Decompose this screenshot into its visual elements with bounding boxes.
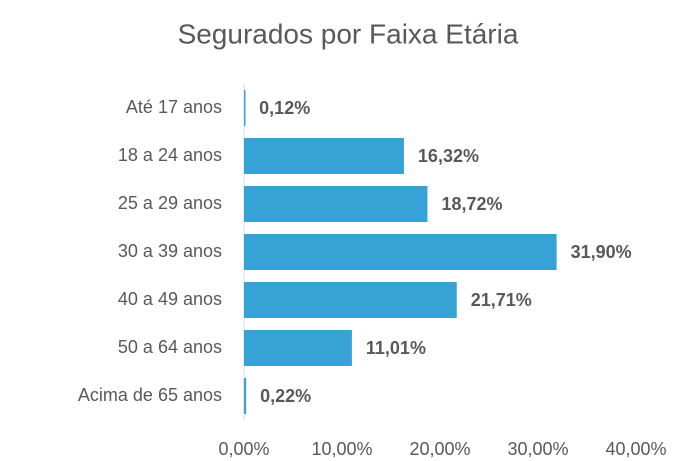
y-tick-label: 18 a 24 anos: [118, 145, 222, 165]
x-tick-label: 30,00%: [507, 439, 568, 459]
value-label: 31,90%: [571, 242, 632, 262]
value-label: 16,32%: [418, 146, 479, 166]
x-tick-label: 10,00%: [311, 439, 372, 459]
x-tick-label: 20,00%: [409, 439, 470, 459]
y-tick-label: 30 a 39 anos: [118, 241, 222, 261]
y-tick-label: Até 17 anos: [126, 97, 222, 117]
value-label: 11,01%: [366, 338, 426, 358]
x-tick-label: 0,00%: [218, 439, 269, 459]
y-tick-label: 25 a 29 anos: [118, 193, 222, 213]
value-label: 0,22%: [260, 386, 311, 406]
bar: [244, 282, 457, 318]
bar: [244, 378, 247, 414]
value-label: 21,71%: [471, 290, 532, 310]
chart-title: Segurados por Faixa Etária: [178, 18, 519, 49]
bar: [244, 234, 557, 270]
value-label: 0,12%: [259, 98, 310, 118]
y-tick-label: Acima de 65 anos: [78, 385, 222, 405]
x-tick-label: 40,00%: [605, 439, 666, 459]
value-label: 18,72%: [441, 194, 502, 214]
y-tick-label: 40 a 49 anos: [118, 289, 222, 309]
y-tick-label: 50 a 64 anos: [118, 337, 222, 357]
bar: [244, 138, 404, 174]
bar: [244, 186, 428, 222]
bar: [244, 330, 352, 366]
bar: [244, 90, 246, 126]
